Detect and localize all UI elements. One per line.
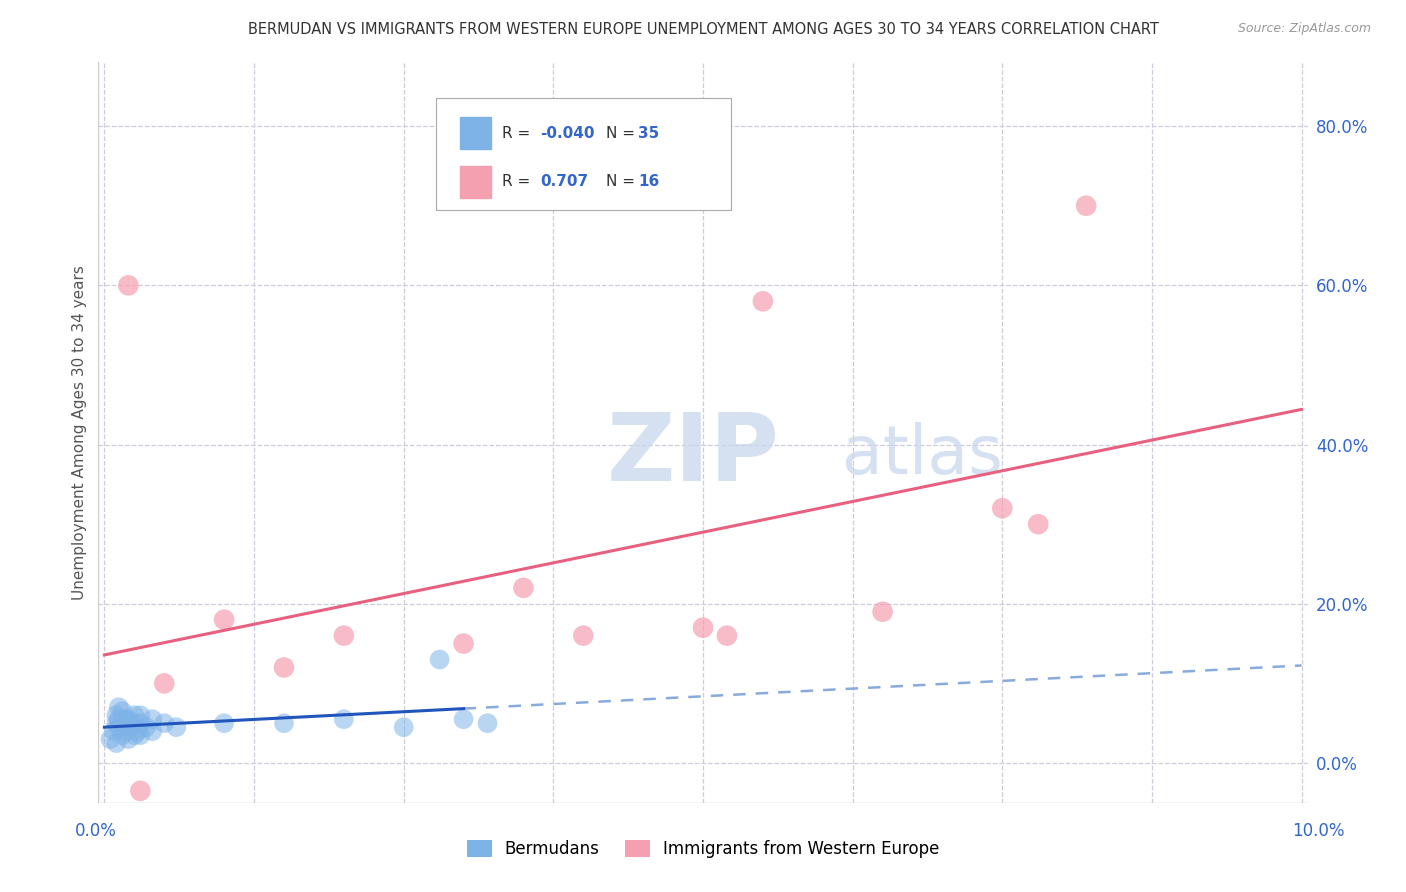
Legend: Bermudans, Immigrants from Western Europe: Bermudans, Immigrants from Western Europ…: [460, 833, 946, 865]
Point: [105, 708, 128, 723]
Point: [477, 716, 499, 731]
Text: N =: N =: [606, 126, 640, 141]
Point: [111, 716, 134, 731]
Text: 35: 35: [638, 126, 659, 141]
Point: [212, 613, 235, 627]
Point: [752, 294, 775, 309]
Point: [124, 728, 146, 742]
Text: R =: R =: [502, 126, 536, 141]
Point: [872, 605, 894, 619]
Point: [141, 724, 163, 739]
Point: [429, 652, 451, 666]
Point: [692, 621, 714, 635]
Text: 0.0%: 0.0%: [75, 822, 117, 840]
Point: [117, 712, 139, 726]
Point: [453, 637, 475, 651]
Point: [333, 712, 356, 726]
Point: [107, 712, 129, 726]
Text: ZIP: ZIP: [606, 409, 779, 500]
Text: atlas: atlas: [842, 422, 1002, 488]
Point: [120, 720, 142, 734]
Point: [572, 629, 595, 643]
Point: [1074, 199, 1097, 213]
Point: [115, 712, 138, 726]
Point: [716, 629, 738, 643]
Text: -0.040: -0.040: [540, 126, 595, 141]
Text: R =: R =: [502, 175, 536, 189]
Point: [105, 716, 128, 731]
Point: [127, 724, 149, 739]
Point: [453, 712, 475, 726]
Text: Source: ZipAtlas.com: Source: ZipAtlas.com: [1237, 22, 1371, 36]
Point: [273, 716, 295, 731]
Point: [153, 716, 176, 731]
Point: [100, 732, 122, 747]
Point: [107, 700, 129, 714]
Point: [1026, 517, 1049, 532]
Point: [117, 278, 139, 293]
Point: [107, 720, 129, 734]
Point: [111, 728, 134, 742]
Point: [273, 660, 295, 674]
Point: [115, 724, 138, 739]
Point: [991, 501, 1014, 516]
Point: [165, 720, 187, 734]
Point: [111, 704, 134, 718]
Point: [153, 676, 176, 690]
Point: [129, 708, 152, 723]
Point: [392, 720, 415, 734]
Point: [124, 708, 146, 723]
Text: BERMUDAN VS IMMIGRANTS FROM WESTERN EUROPE UNEMPLOYMENT AMONG AGES 30 TO 34 YEAR: BERMUDAN VS IMMIGRANTS FROM WESTERN EURO…: [247, 22, 1159, 37]
Point: [135, 720, 157, 734]
Y-axis label: Unemployment Among Ages 30 to 34 years: Unemployment Among Ages 30 to 34 years: [72, 265, 87, 600]
Point: [129, 784, 152, 798]
Point: [117, 732, 139, 747]
Text: 16: 16: [638, 175, 659, 189]
Point: [103, 724, 125, 739]
Text: N =: N =: [606, 175, 640, 189]
Point: [129, 728, 152, 742]
Text: 0.707: 0.707: [540, 175, 588, 189]
Point: [105, 736, 128, 750]
Point: [333, 629, 356, 643]
Point: [212, 716, 235, 731]
Point: [129, 716, 152, 731]
Point: [124, 716, 146, 731]
Point: [141, 712, 163, 726]
Point: [512, 581, 534, 595]
Text: 10.0%: 10.0%: [1292, 822, 1346, 840]
